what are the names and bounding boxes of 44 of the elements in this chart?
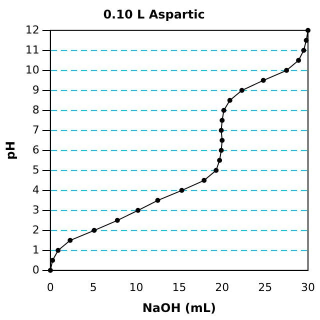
x-tick-label: 0: [46, 280, 54, 294]
point: [214, 168, 219, 173]
point: [114, 218, 120, 223]
y-tick-label: 9: [32, 83, 40, 96]
y-tick-label: 10: [25, 63, 40, 76]
point: [296, 58, 302, 63]
y-tick-label: 3: [32, 203, 40, 216]
point: [218, 128, 224, 133]
x-tick-label: 15: [172, 280, 186, 294]
y-tick-label: 12: [25, 23, 40, 36]
point: [221, 108, 226, 113]
point: [135, 208, 140, 213]
point: [227, 98, 232, 103]
y-tick-label: 2: [32, 223, 40, 236]
y-axis-title: pH: [3, 141, 18, 160]
x-tick-label: 20: [215, 280, 230, 294]
point: [56, 248, 61, 253]
point: [68, 238, 73, 243]
x-tick-label: 25: [258, 280, 272, 294]
y-tick-label: 4: [32, 183, 40, 196]
point: [220, 138, 225, 143]
y-tick-label: 7: [32, 123, 40, 136]
point: [179, 188, 184, 193]
x-tick-label: 30: [301, 280, 315, 294]
point: [218, 148, 224, 153]
point: [301, 48, 306, 53]
point: [92, 228, 97, 233]
chart-title: 0.10 L Aspartic: [103, 7, 205, 22]
point: [202, 178, 207, 183]
y-tick-label: 0: [32, 263, 40, 276]
point: [239, 88, 244, 93]
y-tick-label: 1: [32, 243, 40, 256]
x-axis-title: NaOH (mL): [142, 300, 216, 315]
y-tick-label: 11: [25, 43, 40, 56]
point: [220, 118, 225, 123]
point: [217, 158, 222, 163]
y-tick-label: 6: [32, 143, 40, 156]
y-tick-label: 8: [32, 103, 40, 116]
y-tick-label: 5: [32, 163, 40, 176]
point: [284, 68, 290, 73]
x-tick-label: 10: [129, 280, 144, 294]
point: [155, 198, 160, 203]
x-tick-label: 5: [90, 280, 97, 294]
point: [260, 78, 266, 83]
